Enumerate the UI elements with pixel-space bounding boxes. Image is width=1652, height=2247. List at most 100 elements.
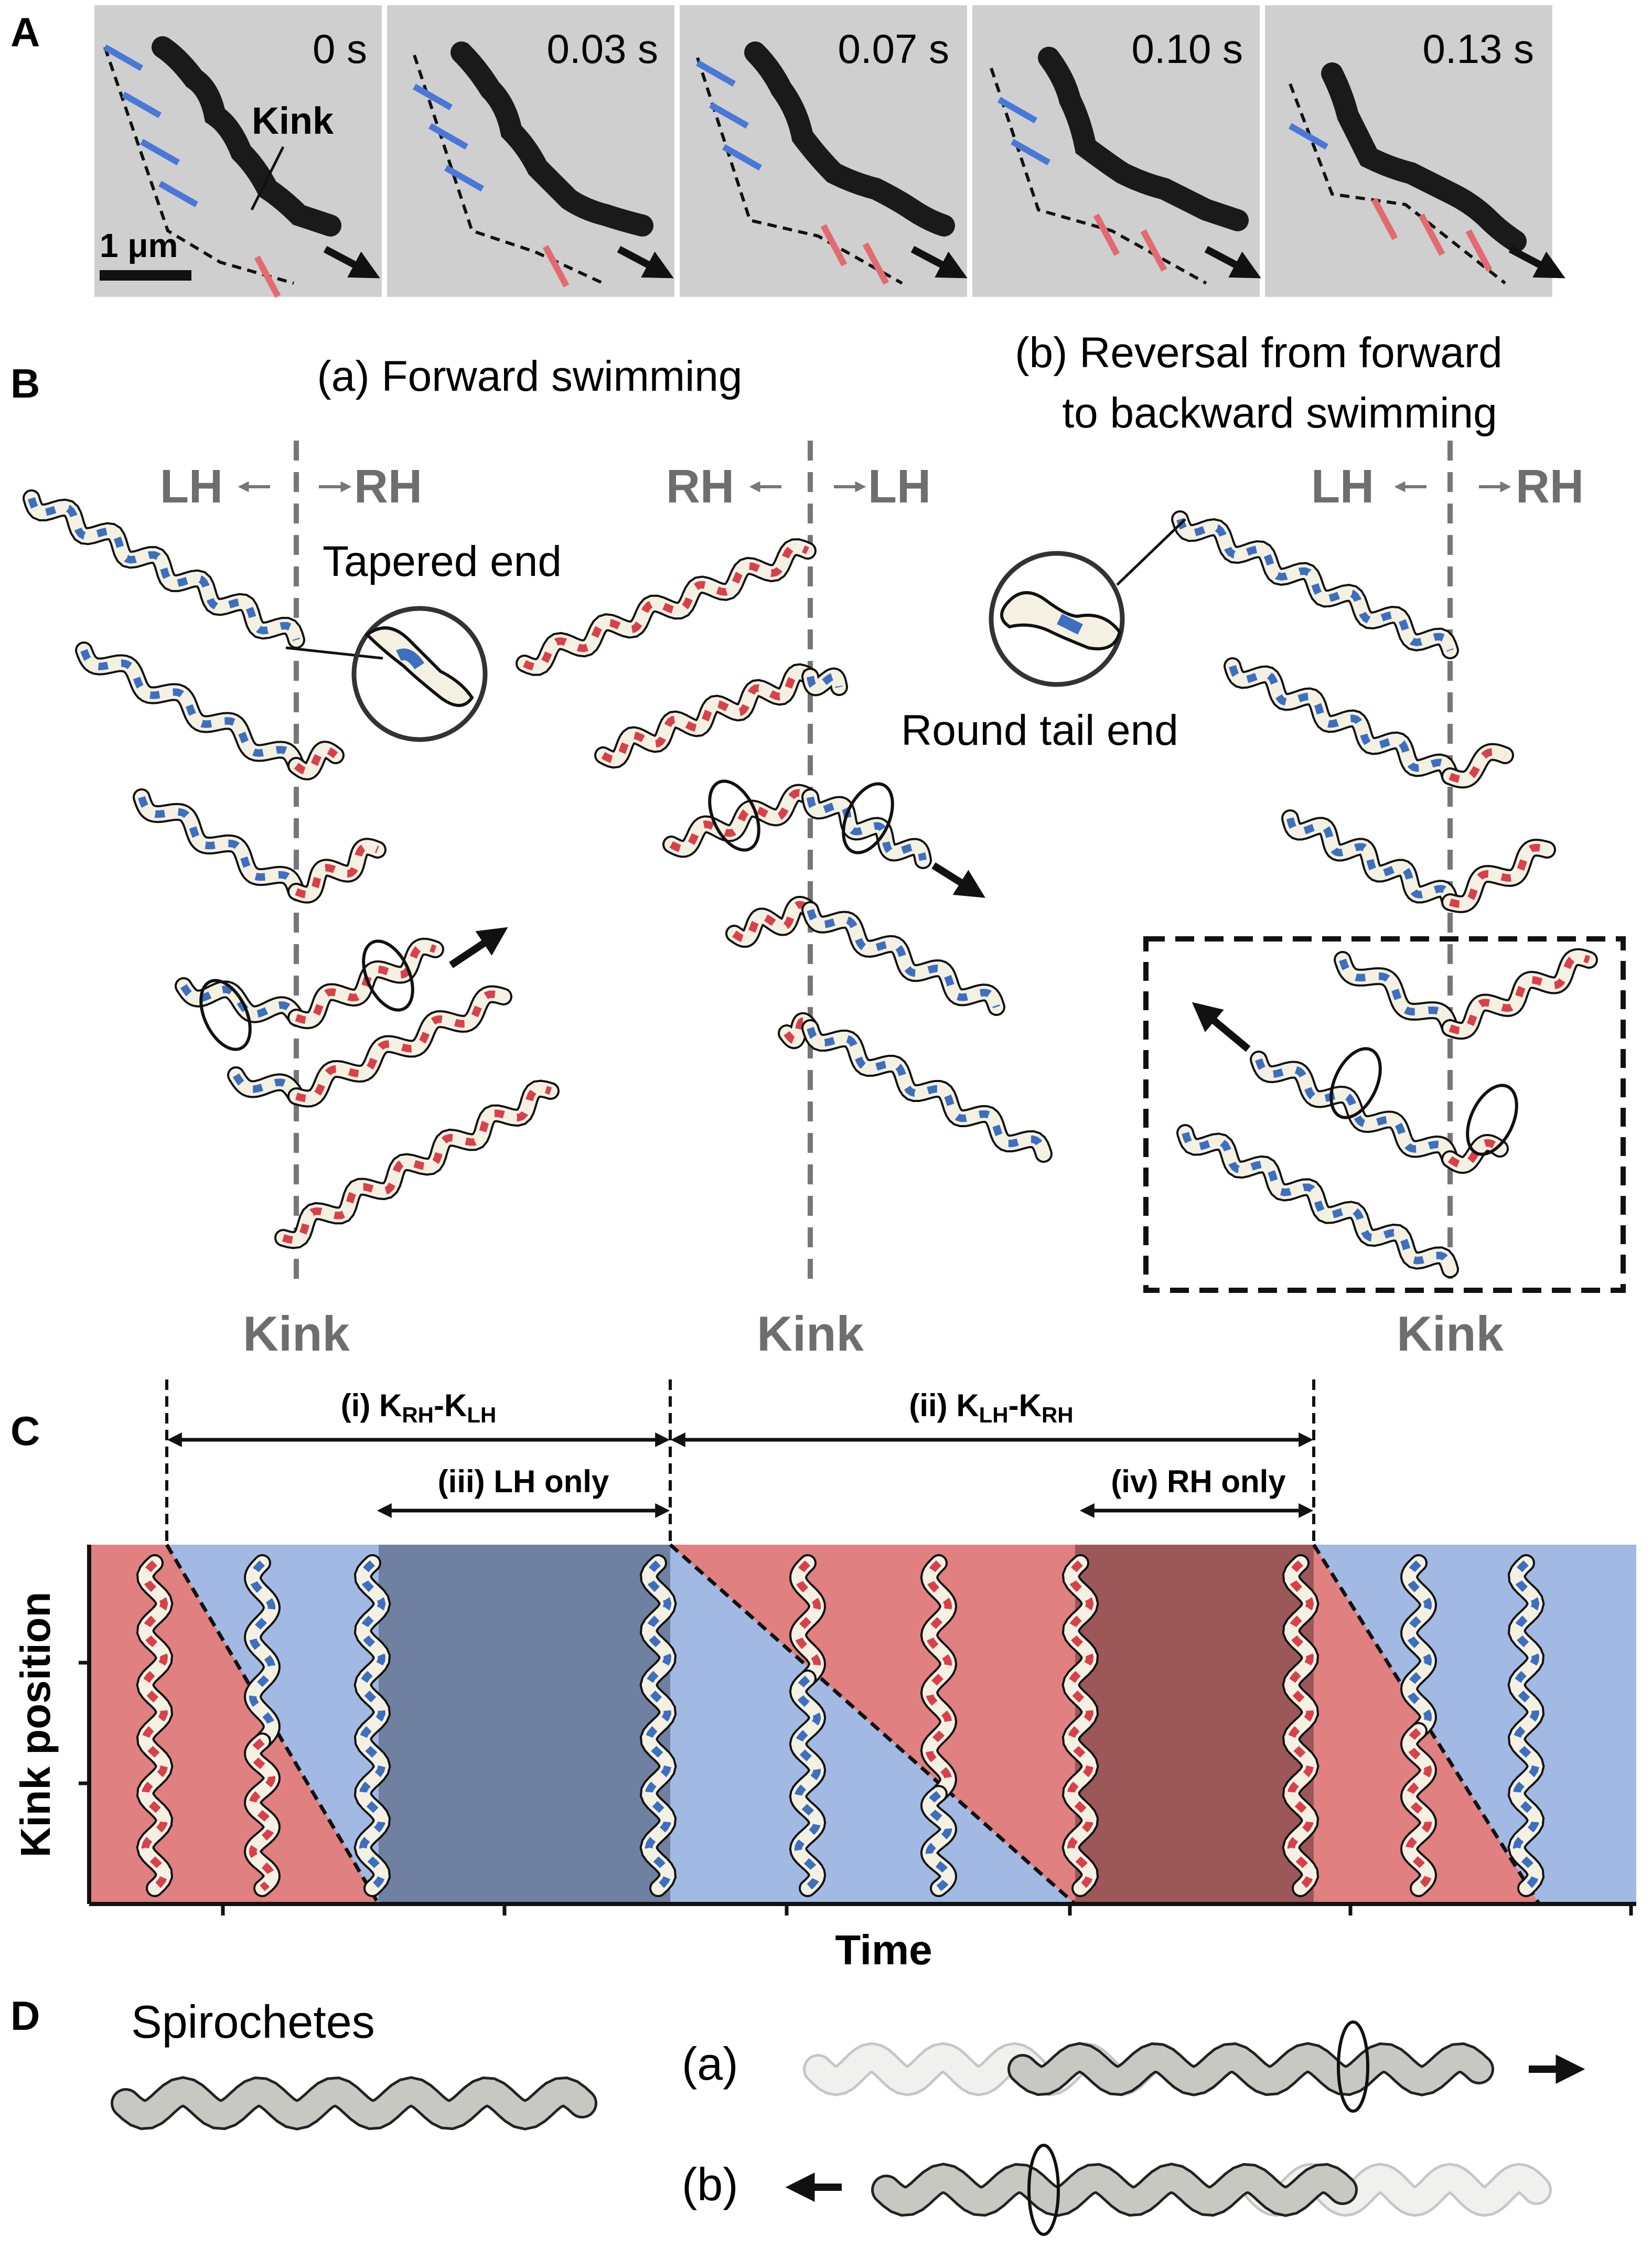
cell-image-1 bbox=[152, 36, 341, 237]
lh-marker bbox=[696, 60, 736, 87]
helical-cell bbox=[1281, 809, 1556, 913]
direction-arrow bbox=[617, 245, 674, 279]
helical-cell bbox=[1171, 510, 1459, 659]
helical-cell bbox=[1334, 948, 1598, 1040]
reversal-title-line1: (b) Reversal from forward bbox=[1015, 329, 1503, 377]
rh-marker bbox=[1140, 229, 1167, 272]
y-ticks bbox=[79, 1661, 89, 1785]
handedness-header-col2: RH LH bbox=[666, 461, 931, 513]
rh-only-region bbox=[1075, 1545, 1314, 1904]
helical-cell bbox=[133, 788, 387, 904]
round-tail-inset bbox=[989, 551, 1125, 687]
direction-arrow bbox=[323, 245, 380, 279]
span-iii-label: (iii) LH only bbox=[438, 1464, 609, 1499]
direction-arrow bbox=[1204, 245, 1261, 279]
axis-trace-1 bbox=[103, 47, 294, 285]
helical-cell bbox=[23, 489, 305, 649]
rh-marker bbox=[1371, 198, 1398, 240]
lh-marker bbox=[103, 44, 143, 71]
lh-marker bbox=[122, 91, 162, 119]
lh-label: LH bbox=[160, 461, 223, 513]
rh-label: RH bbox=[666, 461, 734, 513]
kink-plot: Kink position Time bbox=[12, 1543, 1636, 1973]
rotation-indicators bbox=[199, 779, 1518, 1156]
tapered-end-inset bbox=[351, 606, 488, 742]
helical-cell bbox=[227, 985, 512, 1108]
motion-b-label: (b) bbox=[682, 2158, 738, 2210]
span-iv-label: (iv) RH only bbox=[1111, 1464, 1286, 1499]
helical-cell bbox=[1507, 1554, 1545, 1897]
rotation-indicators-d bbox=[1027, 2020, 1369, 2236]
spirochetes-title: Spirochetes bbox=[131, 1996, 375, 2048]
tapered-end-icon bbox=[364, 626, 474, 707]
span-i-label: (i) KRH-KLH bbox=[341, 1388, 497, 1427]
reversal-title-line2: to backward swimming bbox=[1062, 389, 1497, 437]
inset-pointer bbox=[1116, 518, 1186, 586]
spirochete-cell bbox=[871, 2163, 1358, 2217]
lh-marker bbox=[413, 83, 453, 111]
handedness-header-col1: LH RH bbox=[160, 461, 422, 513]
kink-label-col3: Kink bbox=[1397, 1306, 1504, 1361]
rh-marker bbox=[820, 224, 848, 266]
scale-bar-label: 1 μm bbox=[100, 227, 178, 264]
helical-cell bbox=[136, 1554, 174, 1897]
helical-cell bbox=[1400, 1554, 1438, 1897]
lh-marker bbox=[709, 102, 749, 129]
lh-segment bbox=[396, 648, 425, 670]
lh-marker bbox=[140, 138, 180, 166]
direction-arrow bbox=[1508, 245, 1565, 279]
axis-trace-3 bbox=[696, 57, 903, 285]
helical-cell bbox=[1176, 1124, 1459, 1278]
helical-cell bbox=[920, 1554, 958, 1897]
kink-label-col2: Kink bbox=[757, 1306, 864, 1361]
lh-marker bbox=[1289, 123, 1328, 150]
axis-trace-5 bbox=[1289, 83, 1506, 285]
rh-label: RH bbox=[1516, 461, 1584, 513]
panel-label-a: A bbox=[10, 9, 40, 55]
helical-cell bbox=[725, 896, 1005, 1016]
lh-only-region bbox=[379, 1545, 670, 1904]
forward-arrow bbox=[449, 927, 508, 968]
micrograph-frame-5: 0.13 s bbox=[1265, 5, 1565, 297]
helical-cell bbox=[662, 784, 932, 869]
rh-label: RH bbox=[354, 461, 422, 513]
helical-cell bbox=[594, 663, 848, 769]
micrograph-frame-1: 0 s Kink 1 μm bbox=[94, 5, 382, 298]
frame-time-1: 0 s bbox=[313, 26, 367, 72]
lh-marker bbox=[158, 180, 198, 208]
cell-image-4 bbox=[1038, 47, 1249, 231]
micrograph-strip: 0 s Kink 1 μm 0.03 s bbox=[94, 5, 1565, 298]
frame-time-3: 0.07 s bbox=[838, 26, 949, 72]
helical-cell bbox=[243, 1554, 281, 1897]
span-ii-label: (ii) KLH-KRH bbox=[909, 1388, 1073, 1427]
y-axis-label: Kink position bbox=[12, 1592, 59, 1858]
rh-marker bbox=[862, 242, 889, 285]
kink-label-col1: Kink bbox=[243, 1306, 350, 1361]
kink-label: Kink bbox=[252, 100, 334, 142]
rh-marker bbox=[1418, 213, 1445, 256]
forward-arrow bbox=[931, 862, 985, 898]
frame-time-2: 0.03 s bbox=[547, 26, 658, 72]
lh-label: LH bbox=[868, 461, 931, 513]
rh-marker bbox=[1093, 213, 1120, 256]
tapered-end-label: Tapered end bbox=[323, 538, 562, 585]
x-axis-label: Time bbox=[835, 1927, 932, 1973]
helical-cell bbox=[778, 1012, 1053, 1163]
frame-time-5: 0.13 s bbox=[1423, 26, 1534, 72]
helical-cell bbox=[75, 641, 345, 780]
reversal-box bbox=[1143, 936, 1626, 1293]
backward-arrow bbox=[1192, 1002, 1251, 1052]
helical-cell bbox=[1224, 657, 1514, 789]
scale-bar bbox=[100, 270, 191, 281]
frame-time-4: 0.10 s bbox=[1132, 26, 1243, 72]
lh-segment bbox=[1057, 614, 1083, 635]
forward-swimming-title: (a) Forward swimming bbox=[317, 352, 743, 400]
lh-label: LH bbox=[1311, 461, 1374, 513]
lh-marker bbox=[428, 123, 468, 150]
handedness-header-col3: LH RH bbox=[1311, 461, 1584, 513]
helical-cell bbox=[516, 538, 817, 676]
rh-marker bbox=[542, 245, 570, 287]
kink-pointer bbox=[250, 146, 285, 211]
micrograph-frame-3: 0.07 s bbox=[680, 5, 968, 297]
